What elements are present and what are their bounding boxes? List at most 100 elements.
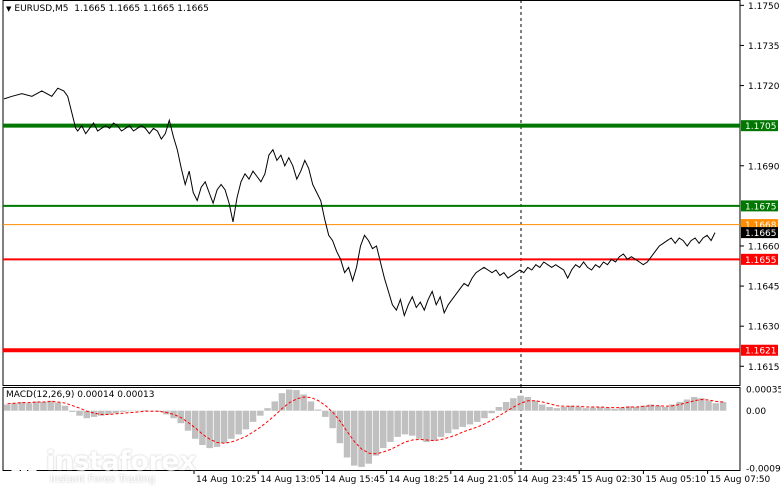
- collapse-triangle-icon[interactable]: ▼: [6, 5, 12, 13]
- macd-histogram-bar: [90, 410, 98, 417]
- macd-histogram-bar: [387, 410, 394, 442]
- price-series: [3, 87, 716, 318]
- macd-histogram-bar: [466, 410, 474, 425]
- level-badge-1.1668: [741, 219, 778, 231]
- macd-histogram-bar: [445, 410, 452, 434]
- macd-histogram-bar: [235, 410, 242, 435]
- price-tick-label: 1.1735: [748, 42, 780, 52]
- macd-histogram-bar: [54, 402, 62, 411]
- macd-histogram-bar: [293, 390, 300, 411]
- macd-histogram-bar: [560, 407, 568, 411]
- macd-histogram-bar: [676, 402, 683, 411]
- macd-histogram-bar: [705, 400, 712, 411]
- macd-signal-line: [7, 396, 724, 455]
- chart-frame: [2, 0, 741, 471]
- time-tick-label: 14 Aug 23:45: [517, 475, 578, 485]
- macd-histogram-bar: [264, 408, 271, 411]
- macd-histogram-bar: [213, 410, 221, 447]
- macd-histogram-bar: [640, 405, 647, 411]
- price-tick-label: 1.1630: [748, 323, 780, 333]
- macd-histogram-bar: [394, 410, 401, 437]
- macd-histogram-bar: [4, 404, 11, 411]
- macd-histogram-bar: [502, 402, 510, 411]
- macd-histogram-bar: [625, 406, 633, 411]
- time-tick-label: 14 Aug 13:05: [260, 475, 321, 485]
- macd-histogram-bar: [510, 398, 517, 411]
- macd-histogram-bar: [698, 398, 705, 411]
- price-tick-label: 1.1615: [748, 363, 780, 373]
- macd-histogram-bar: [604, 408, 611, 411]
- macd-histogram-bar: [199, 410, 206, 445]
- price-tick-label: 1.1690: [748, 162, 780, 172]
- macd-histogram-bar: [228, 410, 235, 439]
- macd-header: MACD(12,26,9) 0.00014 0.00013: [6, 390, 155, 400]
- symbol-header: ▼ EURUSD,M5 1.1665 1.1665 1.1665 1.1665: [6, 4, 209, 14]
- time-tick-label: 15 Aug 05:10: [645, 475, 706, 485]
- macd-histogram-bar: [242, 410, 250, 430]
- macd-histogram-bar: [380, 410, 387, 449]
- macd-pane-border: [2, 387, 741, 471]
- macd-histogram-bar: [76, 410, 83, 416]
- macd-histogram-bar: [437, 410, 445, 437]
- price-tick-label: 1.1720: [748, 82, 780, 92]
- level-badge-1.1621: [741, 344, 778, 356]
- macd-histogram-bar: [329, 410, 336, 429]
- macd-series: [4, 389, 727, 467]
- macd-histogram-bar: [32, 401, 40, 411]
- macd-histogram-bar: [307, 401, 315, 411]
- macd-histogram-bar: [661, 407, 669, 411]
- macd-histogram-bar: [654, 405, 662, 411]
- level-label-1.1621: 1.1621: [745, 347, 777, 357]
- macd-histogram-bar: [495, 407, 503, 411]
- level-badge-1.1675: [741, 200, 778, 212]
- price-tick-label: 1.1660: [748, 242, 780, 252]
- price-tick-label: 1.1750: [748, 2, 780, 12]
- main-pane-border: [2, 0, 741, 386]
- macd-histogram-bar: [546, 407, 553, 411]
- macd-histogram-bar: [669, 404, 676, 411]
- macd-histogram-bar: [257, 410, 264, 416]
- macd-tick-label: 0.00: [746, 407, 766, 417]
- macd-histogram-bar: [647, 404, 654, 411]
- level-label-1.1705: 1.1705: [745, 122, 777, 132]
- current-price-badge: [741, 227, 778, 239]
- macd-histogram-bar: [459, 410, 466, 427]
- macd-histogram-bar: [719, 402, 727, 411]
- macd-histogram-bar: [141, 410, 148, 411]
- macd-histogram-bar: [690, 397, 698, 411]
- macd-histogram-bar: [408, 410, 416, 436]
- macd-histogram-bar: [430, 410, 438, 441]
- macd-histogram-bar: [633, 407, 640, 411]
- time-tick-label: 14 Aug 21:05: [453, 475, 514, 485]
- macd-histogram-bar: [712, 403, 719, 411]
- macd-histogram-bar: [322, 410, 329, 417]
- macd-histogram-bar: [416, 410, 423, 439]
- macd-histogram-bar: [170, 410, 177, 419]
- macd-histogram-bar: [220, 410, 228, 444]
- level-badge-1.1655: [741, 253, 778, 265]
- macd-histogram-bar: [517, 395, 524, 411]
- level-lines: 1.1705 1.1675 1.1668 1.1655 1.1621: [3, 120, 778, 357]
- macd-histogram-bar: [524, 397, 532, 411]
- macd-histogram-bar: [40, 402, 47, 411]
- macd-histogram-bar: [314, 409, 322, 411]
- macd-histogram-bar: [83, 410, 90, 419]
- macd-histogram-bar: [47, 400, 54, 411]
- macd-tick-label: -0.00092: [746, 465, 781, 475]
- macd-histogram-bar: [611, 408, 618, 411]
- symbol-label: EURUSD,M5: [14, 4, 69, 14]
- macd-histogram-bar: [105, 410, 112, 415]
- macd-histogram-bar: [553, 408, 560, 411]
- macd-histogram-bar: [589, 407, 597, 411]
- macd-histogram-bar: [249, 410, 257, 422]
- macd-histogram-bar: [683, 399, 691, 411]
- macd-histogram-bar: [300, 394, 307, 411]
- macd-histogram-bar: [286, 389, 293, 411]
- macd-histogram-bar: [134, 410, 141, 412]
- macd-histogram-bar: [61, 405, 69, 411]
- time-tick-label: 15 Aug 07:50: [710, 475, 771, 485]
- macd-histogram-bar: [582, 408, 589, 411]
- macd-histogram-bar: [206, 410, 213, 449]
